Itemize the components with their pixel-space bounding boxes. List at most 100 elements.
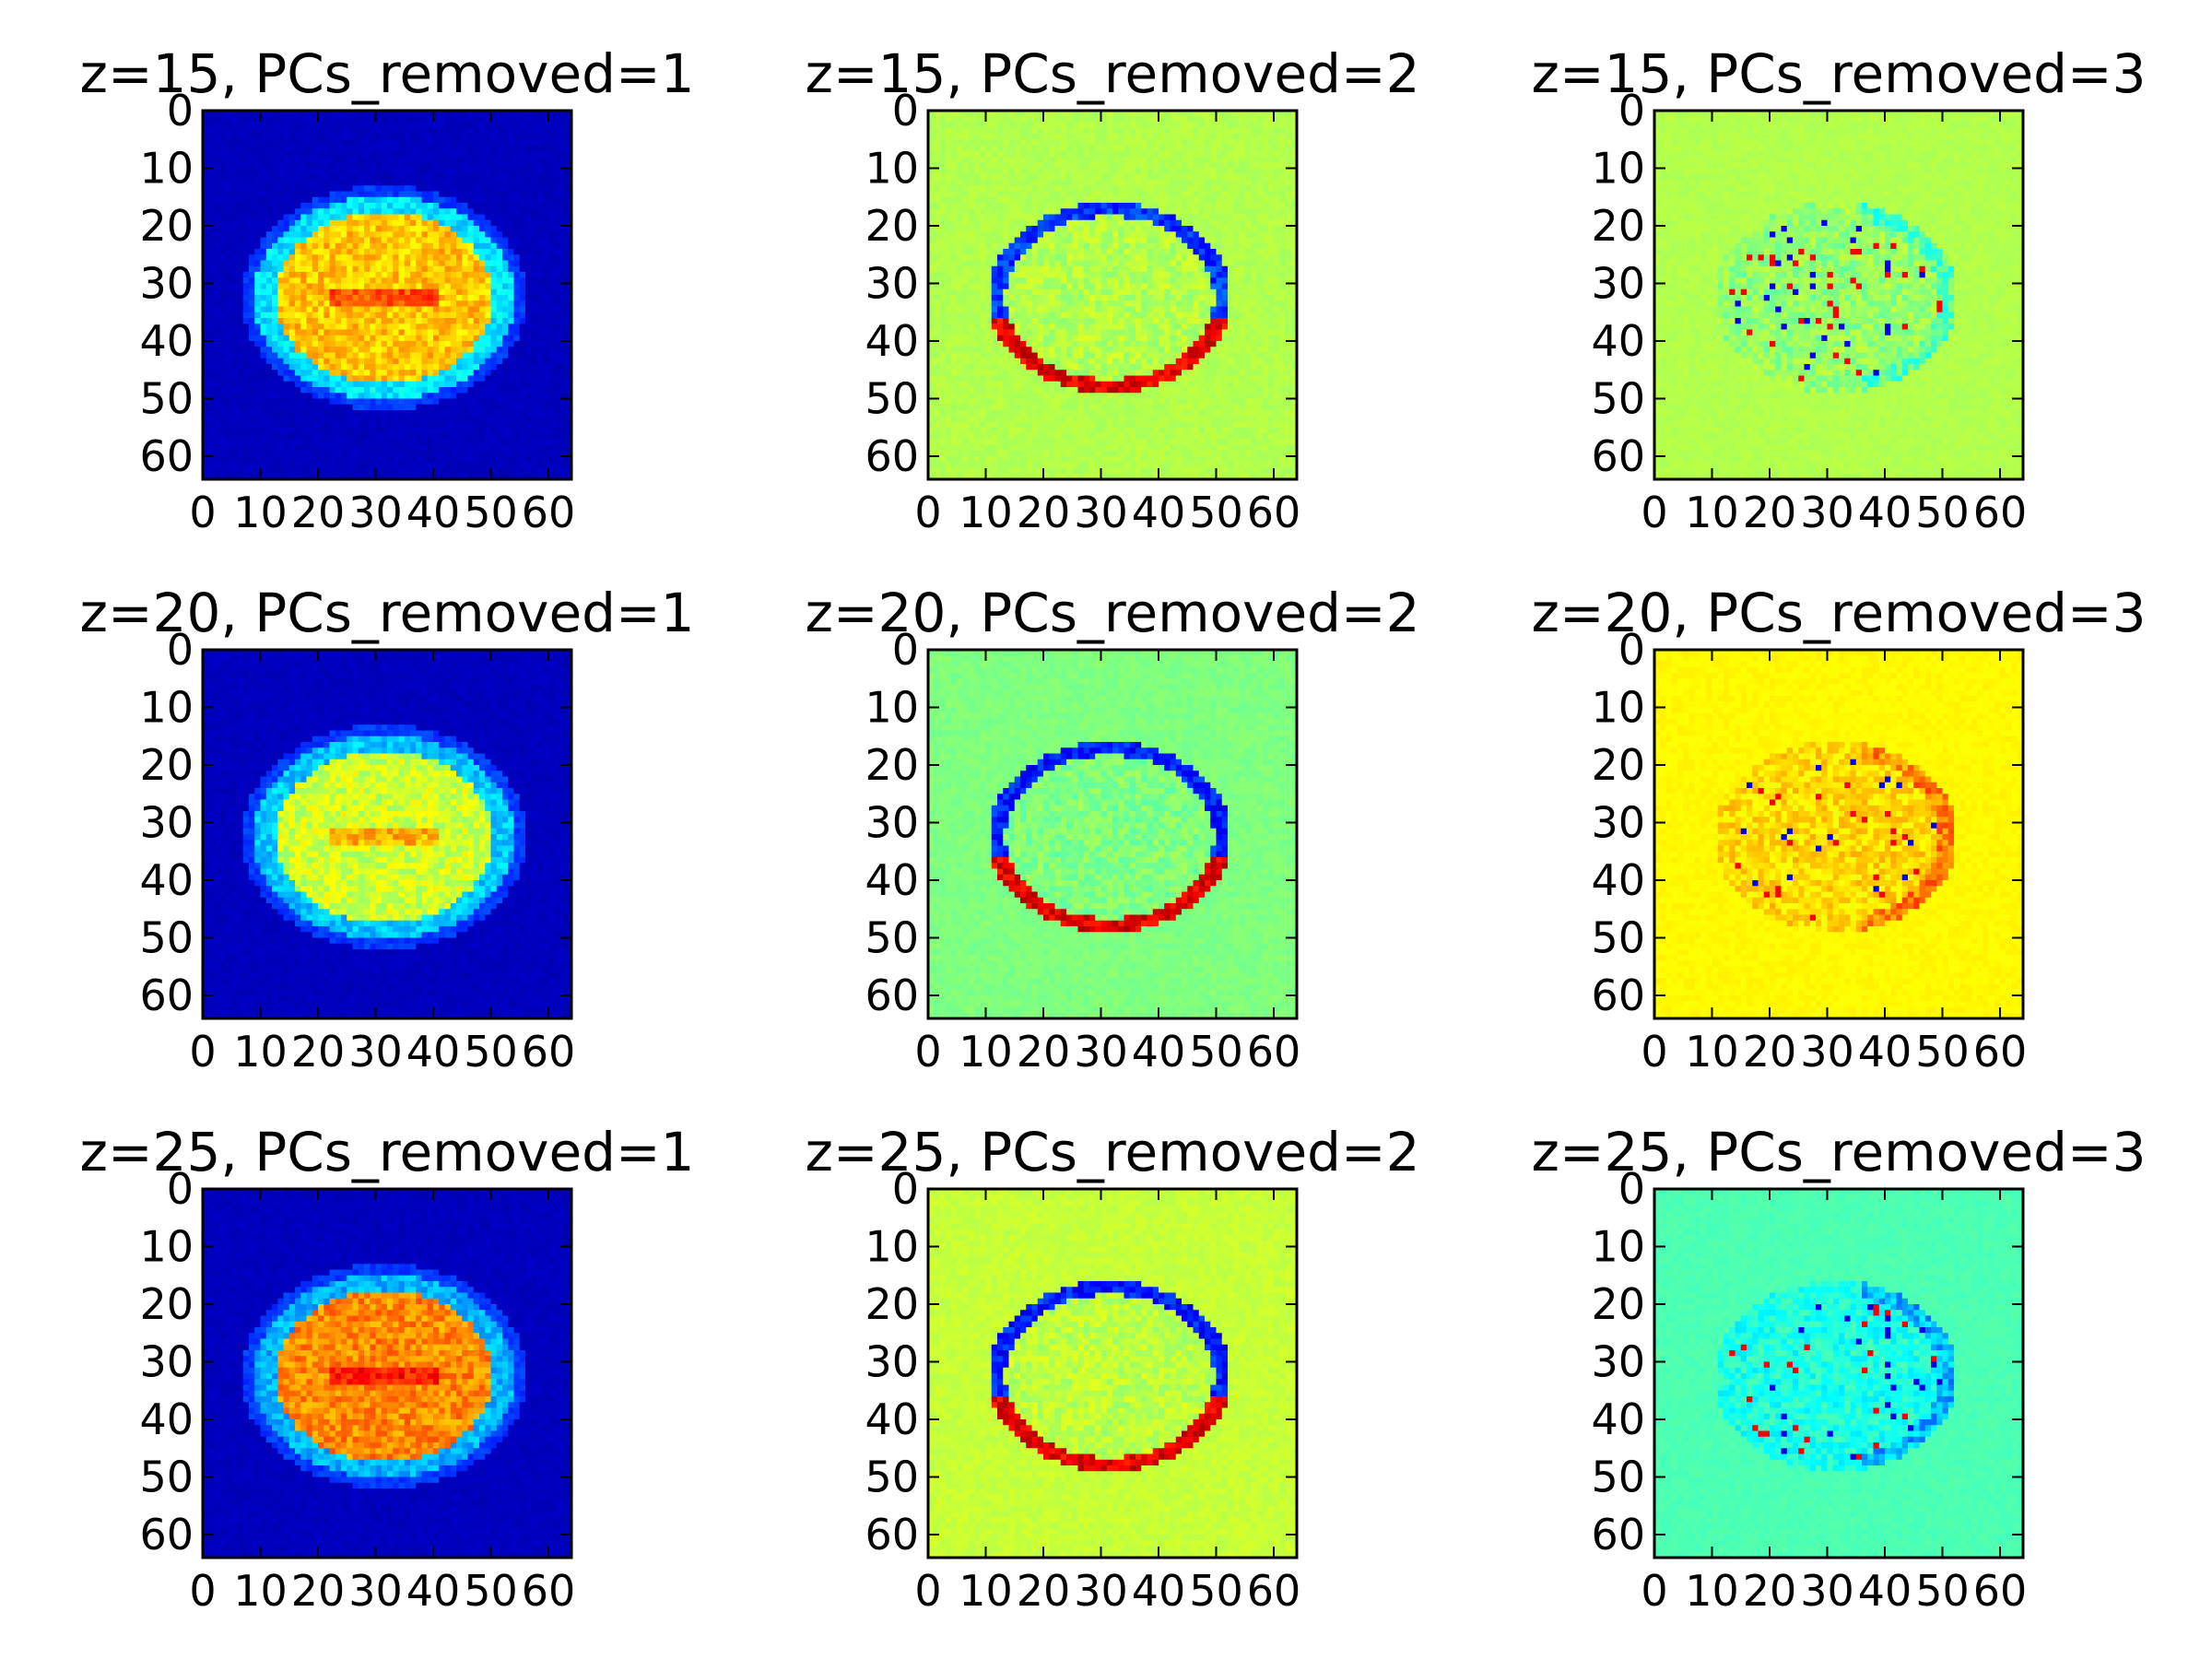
heatmap-cell <box>508 151 514 158</box>
heatmap-cell <box>300 146 307 152</box>
heatmap-cell <box>428 185 434 192</box>
heatmap-cell <box>272 180 278 186</box>
heatmap-cell <box>531 116 537 123</box>
heatmap-cell <box>439 139 445 146</box>
heatmap-cell <box>330 162 336 169</box>
heatmap-cell <box>215 128 221 135</box>
heatmap-cell <box>318 123 324 129</box>
heatmap-cell <box>226 128 232 135</box>
heatmap-cell <box>531 134 537 140</box>
heatmap-cell <box>364 123 371 129</box>
heatmap-cell <box>254 139 261 146</box>
heatmap-cell <box>485 134 491 140</box>
heatmap-cell <box>208 151 215 158</box>
heatmap-cell <box>266 174 273 181</box>
heatmap-cell <box>560 169 567 175</box>
heatmap-cell <box>439 123 445 129</box>
heatmap-cell <box>474 116 480 123</box>
heatmap-cell <box>243 134 250 140</box>
heatmap-cell <box>531 174 537 181</box>
heatmap-cell <box>318 185 324 192</box>
heatmap-cell <box>341 174 347 181</box>
heatmap-cell <box>410 123 417 129</box>
heatmap-cell <box>324 116 330 123</box>
heatmap-cell <box>277 139 284 146</box>
heatmap-cell <box>422 146 429 152</box>
heatmap-cell <box>514 162 521 169</box>
heatmap-cell <box>272 139 278 146</box>
heatmap-cell <box>300 128 307 135</box>
heatmap-cell <box>249 116 255 123</box>
heatmap-cell <box>502 139 509 146</box>
heatmap-cell <box>531 151 537 158</box>
heatmap-cell <box>215 146 221 152</box>
heatmap-cell <box>416 180 422 186</box>
heatmap-cell <box>445 180 452 186</box>
heatmap-cell <box>289 139 296 146</box>
heatmap-cell <box>445 169 452 175</box>
heatmap-cell <box>399 162 406 169</box>
heatmap-cell <box>548 157 555 163</box>
heatmap-cell <box>341 123 347 129</box>
heatmap-cell <box>491 146 498 152</box>
heatmap-cell <box>537 123 544 129</box>
heatmap-cell <box>295 134 301 140</box>
heatmap-cell <box>410 146 417 152</box>
heatmap-cell <box>485 128 491 135</box>
heatmap-cell <box>428 151 434 158</box>
heatmap-cell <box>531 157 537 163</box>
heatmap-cell <box>272 134 278 140</box>
heatmap-cell <box>468 185 475 192</box>
heatmap-cell <box>445 185 452 192</box>
heatmap-cell <box>238 123 244 129</box>
heatmap-cell <box>272 169 278 175</box>
heatmap-cell <box>261 123 267 129</box>
heatmap-cell <box>497 157 503 163</box>
heatmap-cell <box>208 157 215 163</box>
heatmap-cell <box>364 151 371 158</box>
heatmap-cell <box>428 174 434 181</box>
heatmap-cell <box>243 157 250 163</box>
heatmap-cell <box>231 116 238 123</box>
heatmap-cell <box>347 123 353 129</box>
heatmap-cell <box>428 128 434 135</box>
heatmap-cell <box>382 116 388 123</box>
heatmap-cell <box>445 116 452 123</box>
heatmap-cell <box>428 169 434 175</box>
heatmap-cell <box>387 116 394 123</box>
heatmap-cell <box>382 174 388 181</box>
heatmap-cell <box>548 174 555 181</box>
heatmap-cell <box>439 134 445 140</box>
heatmap-cell <box>387 169 394 175</box>
heatmap-cell <box>249 169 255 175</box>
heatmap-cell <box>433 128 440 135</box>
heatmap-cell <box>226 180 232 186</box>
heatmap-cell <box>416 116 422 123</box>
heatmap-cell <box>376 123 382 129</box>
heatmap-cell <box>208 180 215 186</box>
heatmap-cell <box>399 169 406 175</box>
heatmap-cell <box>289 134 296 140</box>
heatmap-cell <box>399 185 406 192</box>
heatmap-cell <box>295 128 301 135</box>
heatmap-cell <box>514 128 521 135</box>
heatmap-cell <box>249 146 255 152</box>
heatmap-cell <box>508 174 514 181</box>
heatmap-cell <box>370 134 376 140</box>
heatmap-cell <box>324 169 330 175</box>
heatmap-cell <box>479 134 486 140</box>
heatmap-cell <box>520 169 526 175</box>
heatmap-cell <box>439 116 445 123</box>
heatmap-cell <box>307 174 313 181</box>
heatmap-cell <box>295 169 301 175</box>
heatmap-cell <box>330 139 336 146</box>
heatmap-cell <box>359 123 365 129</box>
heatmap-cell <box>254 169 261 175</box>
heatmap-cell <box>410 174 417 181</box>
heatmap-cell <box>502 151 509 158</box>
heatmap-cell <box>485 139 491 146</box>
heatmap-cell <box>238 169 244 175</box>
heatmap-cell <box>307 139 313 146</box>
heatmap-cell <box>330 180 336 186</box>
heatmap-cell <box>261 169 267 175</box>
